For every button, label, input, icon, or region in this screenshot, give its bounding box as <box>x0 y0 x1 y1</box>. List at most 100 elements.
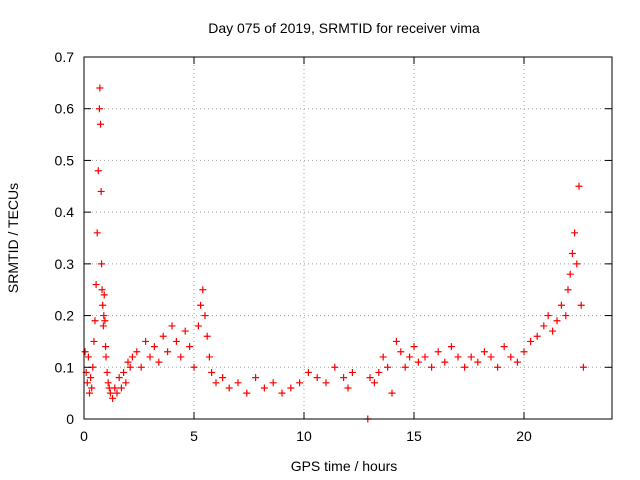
data-point <box>177 353 185 361</box>
data-point <box>573 260 581 268</box>
data-point <box>199 286 207 294</box>
data-point <box>384 363 392 371</box>
data-point <box>120 368 128 376</box>
data-point <box>87 374 95 382</box>
y-tick-label: 0.6 <box>55 101 75 117</box>
data-point <box>172 337 180 345</box>
data-point <box>181 327 189 335</box>
data-point <box>203 332 211 340</box>
data-point <box>83 379 91 387</box>
data-point <box>414 358 422 366</box>
data-point <box>159 332 167 340</box>
data-point <box>557 301 565 309</box>
data-point <box>150 343 158 351</box>
y-tick-label: 0.5 <box>55 152 75 168</box>
data-point <box>344 384 352 392</box>
data-point <box>401 363 409 371</box>
data-point <box>379 353 387 361</box>
data-point <box>102 343 110 351</box>
y-tick-label: 0.4 <box>55 204 75 220</box>
data-point <box>331 363 339 371</box>
data-point <box>322 379 330 387</box>
data-point <box>97 120 104 128</box>
data-point <box>90 337 98 345</box>
x-tick-label: 10 <box>296 428 312 444</box>
data-point <box>577 301 585 309</box>
data-point <box>397 348 405 356</box>
data-point <box>441 358 449 366</box>
data-point <box>370 379 378 387</box>
y-tick-label: 0.3 <box>55 256 75 272</box>
data-point <box>562 312 570 320</box>
data-point <box>527 337 535 345</box>
data-point <box>428 363 436 371</box>
data-point <box>366 374 374 382</box>
data-point <box>234 379 242 387</box>
data-point <box>99 322 107 330</box>
data-point <box>146 353 154 361</box>
data-point <box>544 312 552 320</box>
plot-border <box>83 56 613 420</box>
data-point <box>194 322 202 330</box>
grid-layer <box>84 57 612 419</box>
data-point <box>86 389 93 397</box>
data-point <box>564 286 572 294</box>
data-point <box>513 358 521 366</box>
y-axis-title: SRMTID / TECUs <box>5 183 21 293</box>
data-point <box>92 281 100 289</box>
data-point <box>410 343 418 351</box>
data-point <box>575 182 583 190</box>
data-point <box>406 353 414 361</box>
data-point <box>93 229 101 237</box>
y-tick-label: 0.7 <box>55 49 75 65</box>
data-point <box>540 322 548 330</box>
data-point <box>571 229 579 237</box>
y-tick-label: 0 <box>66 411 74 427</box>
data-point <box>128 353 136 361</box>
data-point <box>260 384 268 392</box>
data-point <box>252 374 260 382</box>
chart-title: Day 075 of 2019, SRMTID for receiver vim… <box>208 20 480 36</box>
data-point <box>313 374 321 382</box>
data-point <box>197 301 205 309</box>
data-point <box>155 358 163 366</box>
data-point <box>84 353 92 361</box>
data-point <box>117 384 125 392</box>
data-point <box>94 167 102 175</box>
data-point <box>111 384 119 392</box>
data-point <box>392 337 400 345</box>
data-point <box>109 394 117 402</box>
data-point <box>100 312 108 320</box>
data-point <box>104 379 112 387</box>
data-point <box>99 301 107 309</box>
data-point <box>579 363 587 371</box>
x-tick-label: 0 <box>80 428 88 444</box>
data-point <box>205 353 213 361</box>
data-point <box>487 353 495 361</box>
data-point <box>133 348 141 356</box>
data-point <box>88 384 96 392</box>
data-point <box>190 363 198 371</box>
y-tick-label: 0.2 <box>55 308 75 324</box>
x-tick-label: 20 <box>516 428 532 444</box>
data-point <box>186 343 194 351</box>
data-point <box>520 348 528 356</box>
data-point <box>219 374 227 382</box>
data-point <box>549 327 557 335</box>
data-point <box>137 363 145 371</box>
data-point <box>113 389 121 397</box>
data-point <box>421 353 429 361</box>
data-point <box>287 384 295 392</box>
data-point <box>278 389 286 397</box>
data-point <box>461 363 469 371</box>
data-point <box>296 379 304 387</box>
data-point <box>81 348 89 356</box>
data-point <box>340 374 348 382</box>
x-axis-title: GPS time / hours <box>291 458 398 474</box>
data-point <box>500 343 508 351</box>
data-point <box>102 353 110 361</box>
data-point <box>91 317 99 325</box>
data-point <box>164 348 172 356</box>
data-point <box>566 270 574 278</box>
